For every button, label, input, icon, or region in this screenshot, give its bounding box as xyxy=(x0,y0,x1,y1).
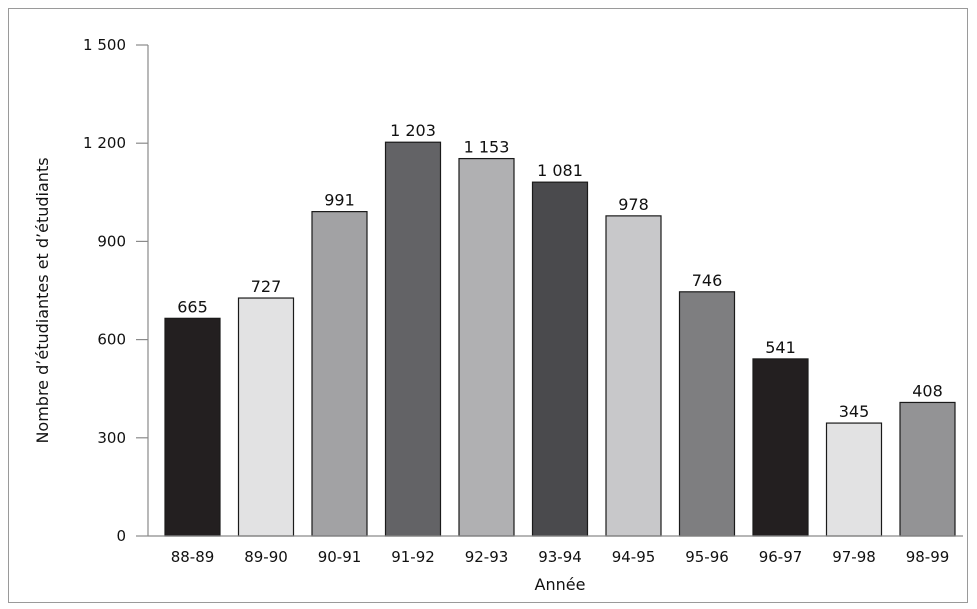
bar-value-label: 408 xyxy=(912,381,943,400)
bar xyxy=(237,297,295,537)
bar-value-label: 1 081 xyxy=(537,161,583,180)
bar xyxy=(311,211,368,537)
bar-value-label: 727 xyxy=(251,277,282,296)
bar-value-label: 746 xyxy=(692,271,723,290)
bar xyxy=(458,157,515,537)
y-tick-label: 600 xyxy=(97,331,126,349)
y-tick-label: 300 xyxy=(97,429,126,447)
bar xyxy=(752,358,809,537)
bar xyxy=(384,141,442,537)
x-tick-label: 93-94 xyxy=(538,548,582,566)
bar-value-label: 978 xyxy=(618,195,649,214)
x-tick-label: 96-97 xyxy=(759,548,803,566)
x-tick-label: 95-96 xyxy=(685,548,729,566)
bar xyxy=(678,291,736,537)
x-tick-label: 91-92 xyxy=(391,548,435,566)
bars: 665 727 991 1 203 1 153 1 081 978 746 541 345 408 xyxy=(164,121,956,537)
x-tick-label: 89-90 xyxy=(244,548,288,566)
y-tick-label: 0 xyxy=(116,527,126,545)
bar xyxy=(825,422,883,537)
x-tick-label: 94-95 xyxy=(612,548,656,566)
x-tick-label: 97-98 xyxy=(832,548,876,566)
bar xyxy=(531,181,589,537)
bar-value-label: 991 xyxy=(324,191,355,210)
bar xyxy=(605,215,662,537)
x-tick-label: 98-99 xyxy=(906,548,950,566)
y-tick-label: 900 xyxy=(97,232,126,250)
bar xyxy=(899,401,956,537)
y-axis: 0 300 600 900 1 200 1 500 xyxy=(83,36,149,545)
x-tick-label: 88-89 xyxy=(171,548,215,566)
x-tick-label: 92-93 xyxy=(465,548,509,566)
x-axis-title: Année xyxy=(535,575,586,594)
bar xyxy=(164,317,221,537)
y-axis-title: Nombre d’étudiantes et d’étudiants xyxy=(33,157,52,443)
y-tick-label: 1 500 xyxy=(83,36,126,54)
y-tick-label: 1 200 xyxy=(83,134,126,152)
bar-value-label: 345 xyxy=(839,402,870,421)
bar-value-label: 665 xyxy=(177,297,208,316)
bar-value-label: 541 xyxy=(765,338,796,357)
bar-value-label: 1 203 xyxy=(390,121,436,140)
x-tick-label: 90-91 xyxy=(318,548,362,566)
bar-value-label: 1 153 xyxy=(464,138,510,157)
x-axis: 88-89 89-90 90-91 91-92 92-93 93-94 94-95 95-96… xyxy=(148,535,963,566)
